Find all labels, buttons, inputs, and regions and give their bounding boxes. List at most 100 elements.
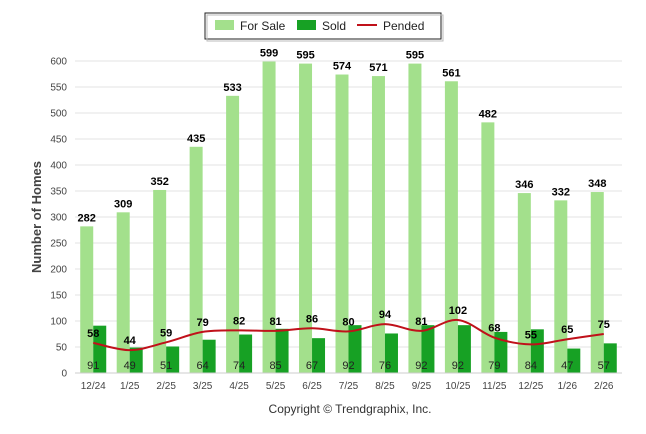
label-for-sale: 282 xyxy=(78,212,96,224)
y-axis-ticks: 0 50 100 150 200 250 300 350 400 450 500 550 600 xyxy=(50,57,67,380)
label-for-sale: 574 xyxy=(333,61,352,73)
bar-sold xyxy=(457,325,471,373)
bar-sold xyxy=(421,325,435,373)
label-for-sale: 435 xyxy=(187,133,205,145)
bar-sold xyxy=(312,338,326,373)
label-for-sale: 352 xyxy=(150,176,168,188)
label-pended: 44 xyxy=(124,335,137,347)
y-tick-label: 200 xyxy=(50,265,67,276)
label-pended: 80 xyxy=(342,316,354,328)
label-sold: 84 xyxy=(525,360,537,372)
label-sold: 91 xyxy=(87,360,99,372)
legend: For Sale Sold Pended xyxy=(204,12,444,42)
x-tick-label: 6/25 xyxy=(302,381,322,392)
bar-for-sale xyxy=(262,61,276,374)
y-tick-label: 600 xyxy=(50,57,67,68)
bar-sold xyxy=(166,346,180,373)
bars xyxy=(80,61,617,374)
label-sold: 47 xyxy=(561,360,573,372)
x-tick-label: 2/26 xyxy=(594,381,614,392)
x-tick-label: 8/25 xyxy=(375,381,395,392)
bar-sold xyxy=(129,347,143,373)
y-axis-label: Number of Homes xyxy=(29,161,44,273)
bar-for-sale xyxy=(408,63,422,373)
label-pended: 86 xyxy=(306,313,318,325)
label-pended: 81 xyxy=(269,316,281,328)
legend-swatch-for-sale xyxy=(215,20,234,30)
bar-sold xyxy=(567,348,581,373)
label-for-sale: 595 xyxy=(296,50,314,62)
label-pended: 65 xyxy=(561,324,573,336)
legend-shadow xyxy=(206,14,444,42)
label-sold: 57 xyxy=(598,360,610,372)
label-pended: 79 xyxy=(197,317,209,329)
label-pended: 94 xyxy=(379,309,392,321)
x-tick-label: 9/25 xyxy=(412,381,432,392)
bar-for-sale xyxy=(590,192,604,373)
label-for-sale: 332 xyxy=(552,186,570,198)
x-tick-label: 5/25 xyxy=(266,381,286,392)
bar-for-sale xyxy=(226,95,240,373)
legend-label-for-sale: For Sale xyxy=(240,19,286,33)
x-tick-label: 10/25 xyxy=(445,381,470,392)
x-axis-ticks: 12/24 1/25 2/25 3/25 4/25 5/25 6/25 7/25 8/25 9/2… xyxy=(81,381,614,392)
label-for-sale: 561 xyxy=(442,67,460,79)
data-labels: 282 91 58 309 49 44 352 51 59 435 64 79 533 74 82 599 85… xyxy=(78,48,610,372)
label-sold: 76 xyxy=(379,360,391,372)
label-sold: 74 xyxy=(233,360,245,372)
label-for-sale: 482 xyxy=(479,108,497,120)
label-pended: 82 xyxy=(233,315,245,327)
y-tick-label: 300 xyxy=(50,213,67,224)
series-line-pended xyxy=(93,318,604,352)
x-tick-label: 12/24 xyxy=(81,381,106,392)
bar-sold xyxy=(603,343,617,373)
y-tick-label: 400 xyxy=(50,161,67,172)
bar-sold xyxy=(275,328,289,373)
copyright-credit: Copyright © Trendgraphix, Inc. xyxy=(269,402,432,416)
x-tick-label: 12/25 xyxy=(518,381,543,392)
x-tick-label: 2/25 xyxy=(156,381,176,392)
x-tick-label: 4/25 xyxy=(229,381,249,392)
legend-box xyxy=(204,12,442,40)
label-pended: 59 xyxy=(160,327,172,339)
bar-for-sale xyxy=(444,81,458,373)
label-sold: 92 xyxy=(415,360,427,372)
label-sold: 64 xyxy=(197,360,209,372)
y-tick-label: 450 xyxy=(50,135,67,146)
label-pended: 102 xyxy=(449,305,467,317)
bar-for-sale xyxy=(80,226,94,373)
y-tick-label: 550 xyxy=(50,83,67,94)
bar-for-sale xyxy=(189,146,203,373)
y-tick-label: 500 xyxy=(50,109,67,120)
label-pended: 75 xyxy=(598,319,610,331)
label-for-sale: 571 xyxy=(369,62,387,74)
y-tick-label: 50 xyxy=(56,343,68,354)
label-sold: 67 xyxy=(306,360,318,372)
label-for-sale: 595 xyxy=(406,50,424,62)
legend-label-sold: Sold xyxy=(322,19,346,33)
bar-sold xyxy=(494,331,508,373)
bar-sold xyxy=(239,334,253,373)
bar-for-sale xyxy=(335,74,349,374)
bar-for-sale xyxy=(299,63,313,373)
label-sold: 92 xyxy=(452,360,464,372)
label-for-sale: 533 xyxy=(223,82,241,94)
bar-for-sale xyxy=(153,189,167,373)
x-tick-label: 1/26 xyxy=(558,381,578,392)
label-for-sale: 348 xyxy=(588,178,606,190)
label-sold: 92 xyxy=(342,360,354,372)
bar-sold xyxy=(530,329,544,373)
y-tick-label: 100 xyxy=(50,317,67,328)
y-tick-label: 350 xyxy=(50,187,67,198)
bar-for-sale xyxy=(371,76,385,373)
bar-for-sale xyxy=(554,200,568,373)
bar-for-sale xyxy=(481,122,495,373)
y-tick-label: 250 xyxy=(50,239,67,250)
label-pended: 81 xyxy=(415,316,427,328)
x-tick-label: 1/25 xyxy=(120,381,140,392)
label-sold: 79 xyxy=(488,360,500,372)
x-tick-label: 3/25 xyxy=(193,381,213,392)
bar-sold xyxy=(384,333,398,373)
label-pended: 58 xyxy=(87,328,99,340)
